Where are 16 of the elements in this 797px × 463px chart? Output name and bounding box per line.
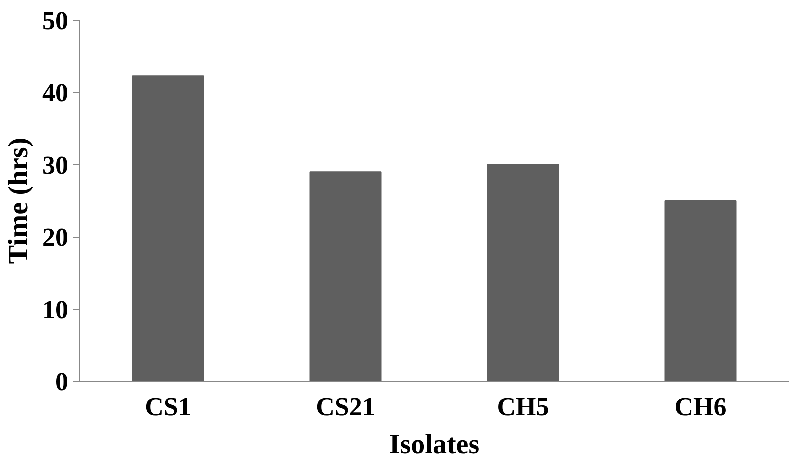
y-tick-label: 50 [42,6,68,36]
y-tick-label: 30 [42,150,68,180]
x-tick-label: CS21 [316,392,376,422]
x-axis-title: Isolates [389,430,480,460]
bar [310,172,382,382]
y-tick-label: 10 [42,295,68,324]
y-tick-label: 20 [42,223,68,252]
y-axis-title: Time (hrs) [4,138,34,264]
y-tick-label: 40 [42,78,68,108]
bar [132,76,204,382]
x-tick-label: CS1 [145,392,192,422]
bar [487,164,560,382]
x-tick-label: CH5 [497,392,550,422]
bar [664,200,737,382]
y-tick-label: 0 [56,368,68,396]
x-tick-label: CH6 [674,392,727,422]
